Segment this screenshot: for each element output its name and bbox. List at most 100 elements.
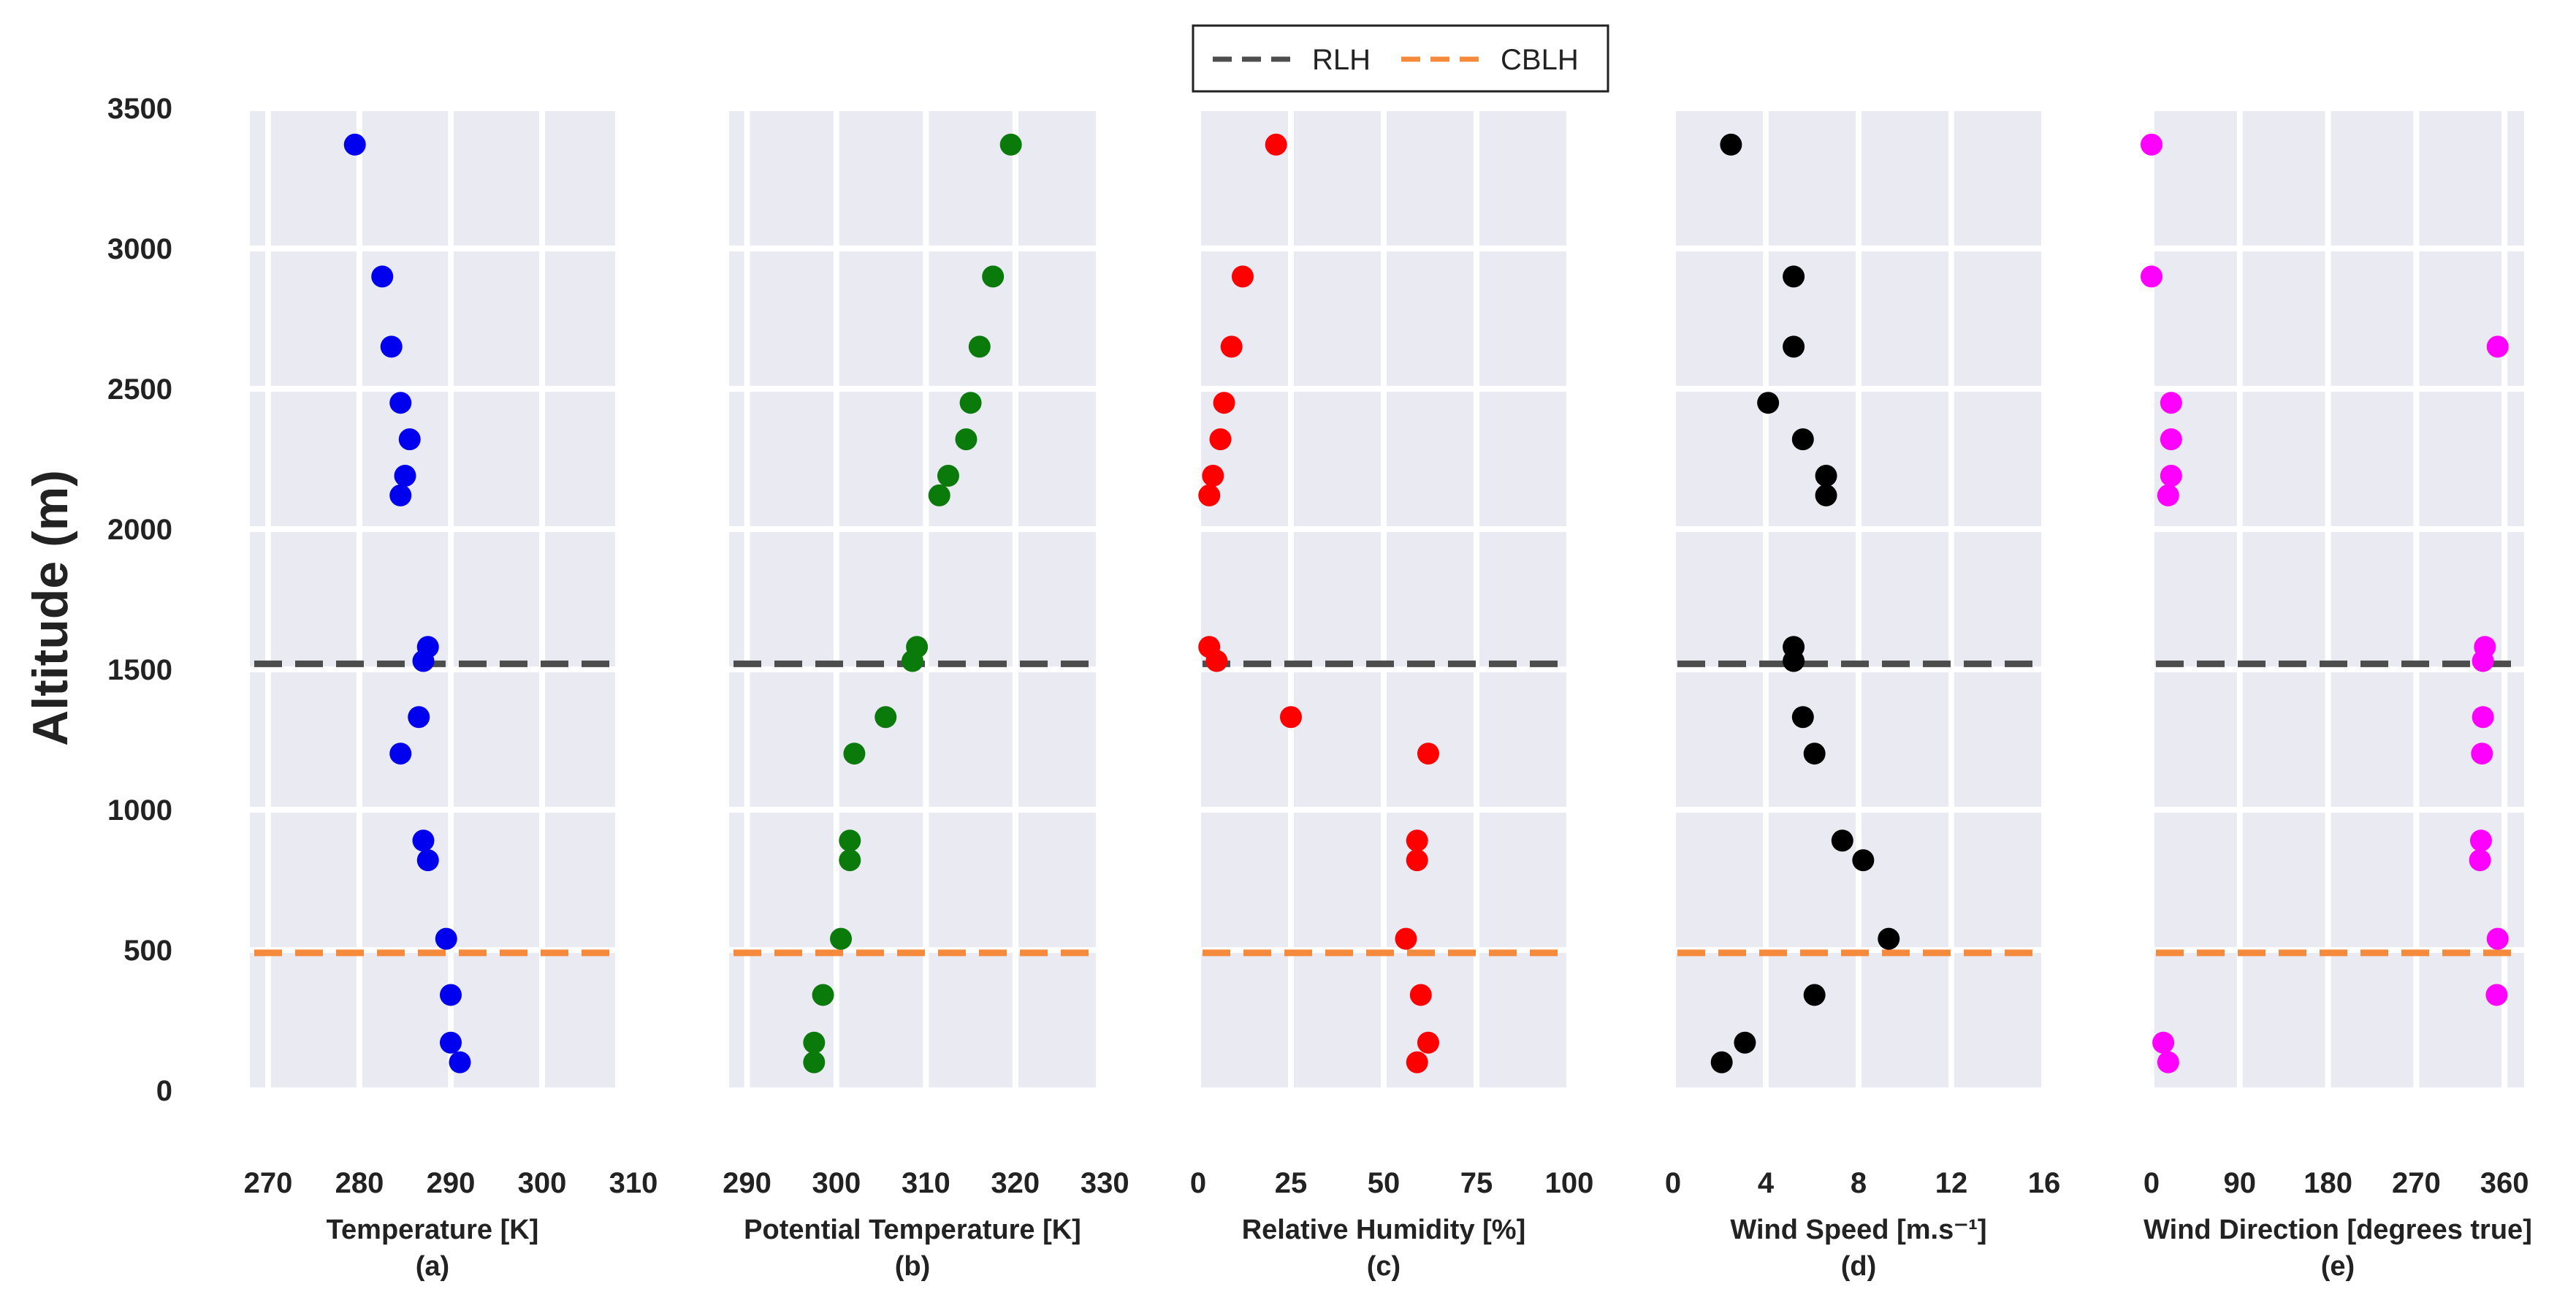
data-point (982, 265, 1005, 288)
data-point (803, 1051, 826, 1074)
x-tick-label: 310 (902, 1167, 950, 1199)
x-tick-label: 320 (991, 1167, 1040, 1199)
data-point (1783, 650, 1805, 672)
data-point (389, 392, 412, 414)
data-point (1757, 392, 1780, 414)
data-point (1406, 849, 1428, 872)
data-point (839, 849, 861, 872)
data-point (2160, 465, 2182, 487)
data-point (416, 849, 439, 872)
data-point (398, 428, 421, 451)
panel-c: 0 25 50 75 100 Relative Humidity [%] (c) (1190, 105, 1594, 1282)
x-tick-label: 300 (812, 1167, 861, 1199)
y-tick-label: 0 (156, 1075, 172, 1107)
data-point (1831, 829, 1853, 852)
data-point (2471, 742, 2493, 765)
data-point (2157, 484, 2179, 506)
x-tick-label: 330 (1081, 1167, 1129, 1199)
y-tick-label: 2500 (107, 373, 172, 406)
x-tick-label: 270 (244, 1167, 293, 1199)
data-point (1265, 133, 1287, 156)
data-point (2472, 706, 2494, 729)
panel-sublabel: (b) (895, 1251, 931, 1282)
data-point (1231, 265, 1254, 288)
data-point (2469, 829, 2492, 852)
data-point (1791, 706, 1814, 729)
data-point (1202, 465, 1224, 487)
data-point (2486, 335, 2509, 358)
x-tick-label: 4 (1758, 1167, 1775, 1199)
data-point (1417, 1031, 1439, 1054)
data-point (1791, 428, 1814, 451)
data-point (1409, 984, 1432, 1006)
data-point (1720, 133, 1742, 156)
data-point (1803, 984, 1826, 1006)
data-point (1710, 1051, 1733, 1074)
data-point (440, 1031, 462, 1054)
data-point (2157, 1051, 2179, 1074)
data-point (2141, 265, 2162, 288)
data-point (1783, 335, 1805, 358)
data-point (1878, 927, 1900, 950)
x-tick-label: 280 (335, 1167, 384, 1199)
x-tick-label: 8 (1851, 1167, 1867, 1199)
x-axis-label: Wind Direction [degrees true] (2144, 1215, 2532, 1245)
x-tick-label: 16 (2028, 1167, 2061, 1199)
panel-background (729, 105, 1096, 1093)
legend: RLH CBLH (1192, 24, 1609, 93)
x-tick-label: 300 (518, 1167, 567, 1199)
data-point (1417, 742, 1439, 765)
data-point (1406, 1051, 1428, 1074)
x-tick-label: 360 (2480, 1167, 2529, 1199)
x-axis-label: Temperature [K] (327, 1215, 539, 1245)
data-point (1783, 265, 1805, 288)
panel-a: 270 280 290 300 310 Temperature [K] (a) (244, 105, 658, 1282)
data-point (902, 650, 923, 672)
legend-cblh-label: CBLH (1501, 44, 1579, 76)
data-point (1852, 849, 1875, 872)
x-tick-label: 0 (1665, 1167, 1681, 1199)
data-point (1205, 650, 1228, 672)
data-point (2469, 849, 2491, 872)
data-point (1803, 742, 1826, 765)
data-point (1815, 465, 1837, 487)
data-point (874, 706, 897, 729)
data-point (408, 706, 430, 729)
data-point (435, 927, 457, 950)
data-point (1406, 829, 1428, 852)
panel-sublabel: (e) (2321, 1251, 2355, 1282)
data-point (830, 927, 853, 950)
data-point (371, 265, 394, 288)
data-point (812, 984, 834, 1006)
panel-sublabel: (d) (1841, 1251, 1877, 1282)
y-tick-label: 1000 (107, 794, 172, 827)
panel-background (250, 105, 615, 1093)
x-tick-label: 75 (1460, 1167, 1493, 1199)
data-point (839, 829, 861, 852)
data-point (2141, 133, 2162, 156)
x-axis-label: Potential Temperature [K] (744, 1215, 1081, 1245)
data-point (937, 465, 959, 487)
x-tick-label: 100 (1545, 1167, 1594, 1199)
data-point (1395, 927, 1417, 950)
data-point (412, 650, 435, 672)
y-tick-label: 3500 (107, 93, 172, 125)
data-point (380, 335, 403, 358)
y-tick-label: 3000 (107, 233, 172, 265)
data-point (999, 133, 1022, 156)
panel-sublabel: (c) (1367, 1251, 1401, 1282)
data-point (2472, 650, 2494, 672)
x-tick-label: 25 (1275, 1167, 1308, 1199)
data-point (968, 335, 991, 358)
x-tick-label: 90 (2224, 1167, 2257, 1199)
x-tick-label: 310 (609, 1167, 658, 1199)
panel-e: 0 90 180 270 360 Wind Direction [degrees true… (2141, 105, 2532, 1282)
panel-background (2152, 105, 2524, 1093)
data-point (2160, 428, 2182, 451)
legend-rlh-label: RLH (1312, 44, 1371, 76)
panel-d: 0 4 8 12 16 Wind Speed [m.s⁻¹] (d) (1665, 105, 2060, 1282)
data-point (2485, 984, 2508, 1006)
data-point (389, 484, 412, 506)
